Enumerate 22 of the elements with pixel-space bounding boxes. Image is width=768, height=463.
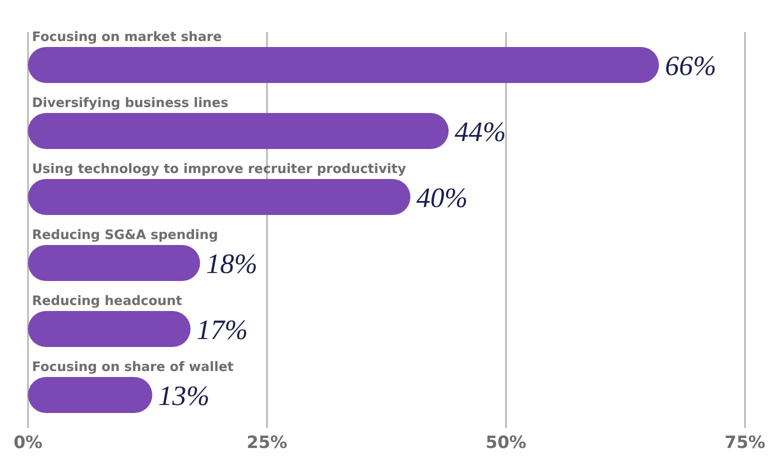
data-label: 44% — [454, 117, 506, 148]
y-tick-label: Using technology to improve recruiter productivity — [32, 162, 407, 177]
bar — [28, 113, 449, 149]
data-label: 13% — [158, 381, 210, 412]
y-tick-label: Focusing on share of wallet — [32, 360, 234, 375]
y-tick-label: Reducing headcount — [32, 294, 182, 309]
x-tick-label: 0% — [14, 433, 42, 454]
data-label: 18% — [206, 249, 258, 280]
bar — [28, 47, 659, 83]
data-label: 40% — [416, 183, 468, 214]
bar — [28, 311, 191, 347]
data-label: 66% — [664, 51, 716, 82]
bar — [28, 245, 200, 281]
y-tick-label: Diversifying business lines — [32, 96, 229, 111]
x-tick-label: 50% — [486, 433, 526, 454]
y-tick-label: Focusing on market share — [32, 30, 222, 45]
data-label: 17% — [196, 315, 248, 346]
x-tick-label: 75% — [724, 433, 766, 454]
bar — [28, 179, 410, 215]
y-tick-label: Reducing SG&A spending — [32, 228, 218, 243]
x-tick-label: 25% — [246, 433, 288, 454]
bar — [28, 377, 152, 413]
